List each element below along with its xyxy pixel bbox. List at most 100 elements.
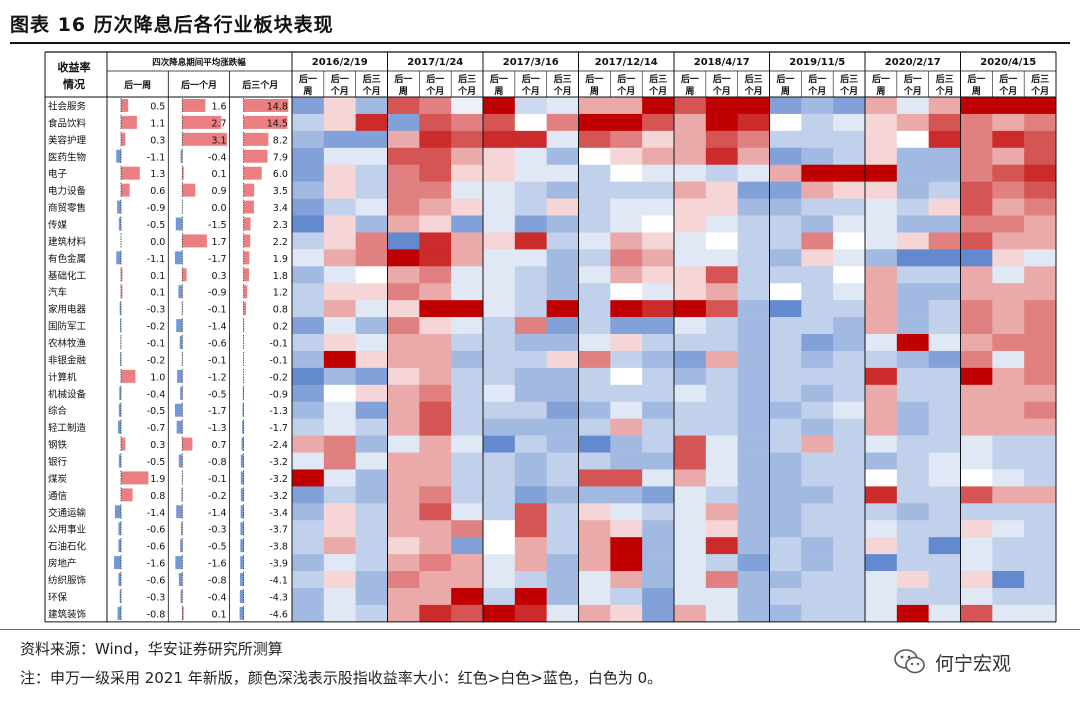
heat-cell [705, 520, 738, 538]
heat-cell [514, 452, 547, 470]
avg-databar [182, 99, 206, 112]
heat-cell [578, 469, 611, 487]
heat-cell [865, 164, 898, 182]
heat-cell [514, 181, 547, 199]
heat-cell [1024, 503, 1057, 521]
heat-cell [451, 384, 484, 403]
heat-cell [419, 334, 452, 352]
heat-cell [769, 503, 802, 521]
avg-databar [180, 386, 183, 400]
heat-cell [387, 554, 420, 572]
heat-cell [992, 283, 1025, 301]
avg-databar [176, 505, 183, 519]
heat-cell [355, 130, 388, 149]
heat-cell [387, 401, 420, 419]
heat-cell [387, 537, 420, 555]
sub-col-header-top: 后一 [522, 73, 540, 85]
heat-cell [1024, 401, 1057, 419]
heat-cell [928, 435, 961, 453]
heat-cell [578, 198, 611, 216]
avg-value: -0.4 [208, 592, 227, 603]
avg-header: 四次降息期间平均涨跌幅 [152, 57, 246, 68]
heat-cell [960, 587, 993, 606]
heat-cell [451, 181, 484, 199]
avg-value: 3.1 [211, 135, 226, 146]
avg-value: -0.8 [208, 457, 227, 468]
heat-cell [705, 571, 738, 589]
avg-value: -0.2 [208, 491, 227, 502]
heat-cell [737, 300, 770, 318]
avg-databar [118, 539, 121, 553]
heat-cell [610, 367, 643, 386]
avg-value: -1.7 [269, 423, 288, 434]
heat-cell [387, 435, 420, 453]
avg-value: -3.8 [269, 542, 288, 553]
sub-col-header-top: 后三 [554, 73, 572, 85]
heat-cell [769, 334, 802, 352]
heat-cell [865, 537, 898, 555]
heat-cell [355, 401, 388, 419]
avg-value: -0.6 [147, 576, 166, 587]
avg-value: 8.2 [273, 135, 288, 146]
heat-cell [292, 232, 325, 250]
heat-cell [896, 198, 929, 216]
heat-cell [1024, 604, 1057, 623]
heat-cell [833, 283, 866, 301]
heat-cell [451, 587, 484, 606]
industry-label: 纺织服饰 [48, 575, 86, 587]
avg-value: -3.7 [269, 525, 288, 536]
heat-cell [419, 283, 452, 301]
heat-cell [292, 384, 325, 403]
heat-cell [419, 317, 452, 335]
avg-value: -0.2 [147, 355, 166, 366]
heat-cell [642, 537, 675, 555]
heat-cell [801, 97, 834, 115]
watermark-text: 何宁宏观 [935, 652, 1012, 675]
sub-col-header-top: 后三 [745, 73, 763, 85]
avg-col-header: 后一个月 [181, 79, 217, 91]
heat-cell [769, 571, 802, 589]
heat-cell [960, 554, 993, 572]
heat-cell [355, 435, 388, 453]
heat-cell [801, 300, 834, 318]
heat-cell [801, 384, 834, 403]
heat-cell [992, 435, 1025, 453]
heat-cell [292, 469, 325, 487]
heat-cell [578, 537, 611, 555]
heat-cell [992, 113, 1025, 132]
heat-cell [1024, 181, 1057, 199]
heat-cell [705, 147, 738, 166]
heat-cell [769, 147, 802, 166]
heat-cell [928, 181, 961, 199]
avg-databar [182, 437, 193, 451]
avg-value: -0.1 [208, 355, 227, 366]
heat-cell [865, 198, 898, 216]
heat-cell [610, 164, 643, 182]
avg-databar [243, 115, 288, 129]
heat-cell [419, 215, 452, 233]
heat-cell [419, 164, 452, 182]
heat-cell [578, 113, 611, 132]
heat-cell [610, 215, 643, 233]
heat-cell [737, 198, 770, 216]
heat-cell [578, 384, 611, 403]
heat-cell [483, 520, 516, 538]
heat-cell [928, 130, 961, 149]
avg-databar [121, 183, 130, 197]
industry-label: 煤炭 [48, 473, 68, 485]
heat-cell [769, 266, 802, 284]
heat-cell [610, 249, 643, 267]
heat-cell [292, 113, 325, 132]
heat-cell [896, 232, 929, 250]
heat-cell [642, 232, 675, 250]
sub-col-header-bottom: 周 [972, 86, 981, 97]
event-date: 2018/4/17 [694, 57, 750, 68]
heat-cell [865, 147, 898, 166]
heat-cell [292, 266, 325, 284]
heat-cell [483, 266, 516, 284]
heat-cell [355, 537, 388, 555]
heat-cell [514, 469, 547, 487]
heat-cell [451, 232, 484, 250]
heat-cell [1024, 266, 1057, 284]
